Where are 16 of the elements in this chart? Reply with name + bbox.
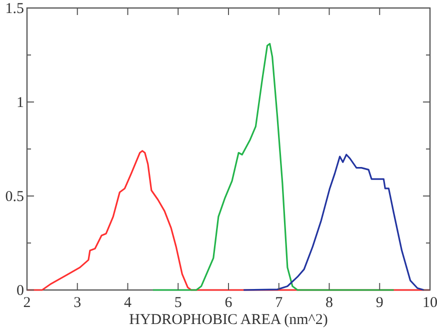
x-axis-title: HYDROPHOBIC AREA (nm^2) [129,312,328,328]
y-tick-label: 1 [16,95,24,111]
x-tick-label: 8 [326,295,333,311]
y-tick-label: 0.5 [5,189,24,205]
y-tick-label: 0 [16,283,24,299]
line-series [152,42,395,291]
line-series [242,154,425,291]
x-tick-label: 4 [124,295,132,311]
x-tick-label: 6 [224,295,233,311]
x-tick-label: 3 [74,295,82,311]
x-tick-label: 7 [275,295,284,311]
x-tick-label: 9 [376,295,384,311]
x-tick-label: 10 [422,295,437,311]
x-tick-label: 5 [174,295,182,311]
y-tick-label: 1.5 [5,1,24,17]
x-tick-label: 2 [23,295,31,311]
